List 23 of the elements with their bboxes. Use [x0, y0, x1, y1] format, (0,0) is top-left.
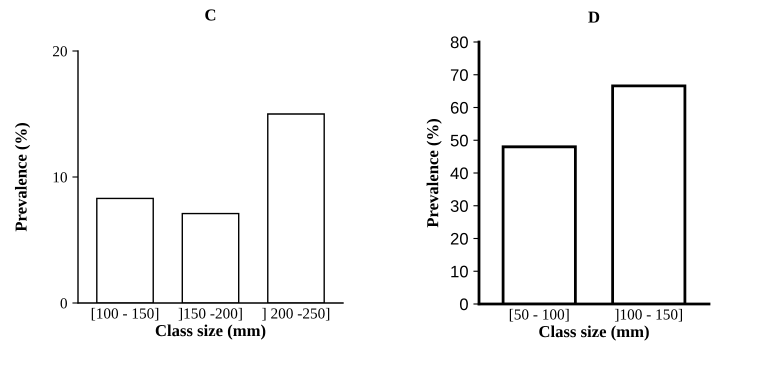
y-tick-label: 30: [450, 200, 468, 212]
x-tick-label: [100 - 150]: [92, 308, 158, 321]
chart-title: D: [588, 12, 600, 23]
y-tick-label: 10: [451, 266, 468, 278]
y-tick-label: 20: [450, 232, 468, 245]
y-tick-label: 70: [450, 69, 468, 81]
x-tick-label: ]100 - 150]: [614, 308, 682, 322]
y-axis-title: Prevalence (%): [14, 123, 30, 232]
y-tick-label: 50: [450, 134, 468, 146]
x-axis-title: Class size (mm): [539, 325, 649, 341]
y-tick-label: 0: [60, 298, 67, 308]
x-tick-label: ] 200 -250]: [262, 308, 330, 321]
y-tick-label: 60: [450, 102, 468, 114]
y-tick-label: 40: [450, 167, 468, 180]
x-axis-title: Class size (mm): [156, 324, 266, 340]
y-tick-label: 0: [460, 298, 468, 310]
y-tick-label: 80: [450, 36, 468, 48]
y-tick-label: 10: [54, 172, 67, 182]
y-tick-label: 20: [52, 46, 67, 56]
y-axis-title: Prevalence (%): [426, 119, 442, 228]
chart-title: C: [205, 9, 216, 21]
x-tick-label: ]150 -200]: [178, 308, 242, 321]
x-tick-label: [50 - 100]: [510, 308, 569, 322]
